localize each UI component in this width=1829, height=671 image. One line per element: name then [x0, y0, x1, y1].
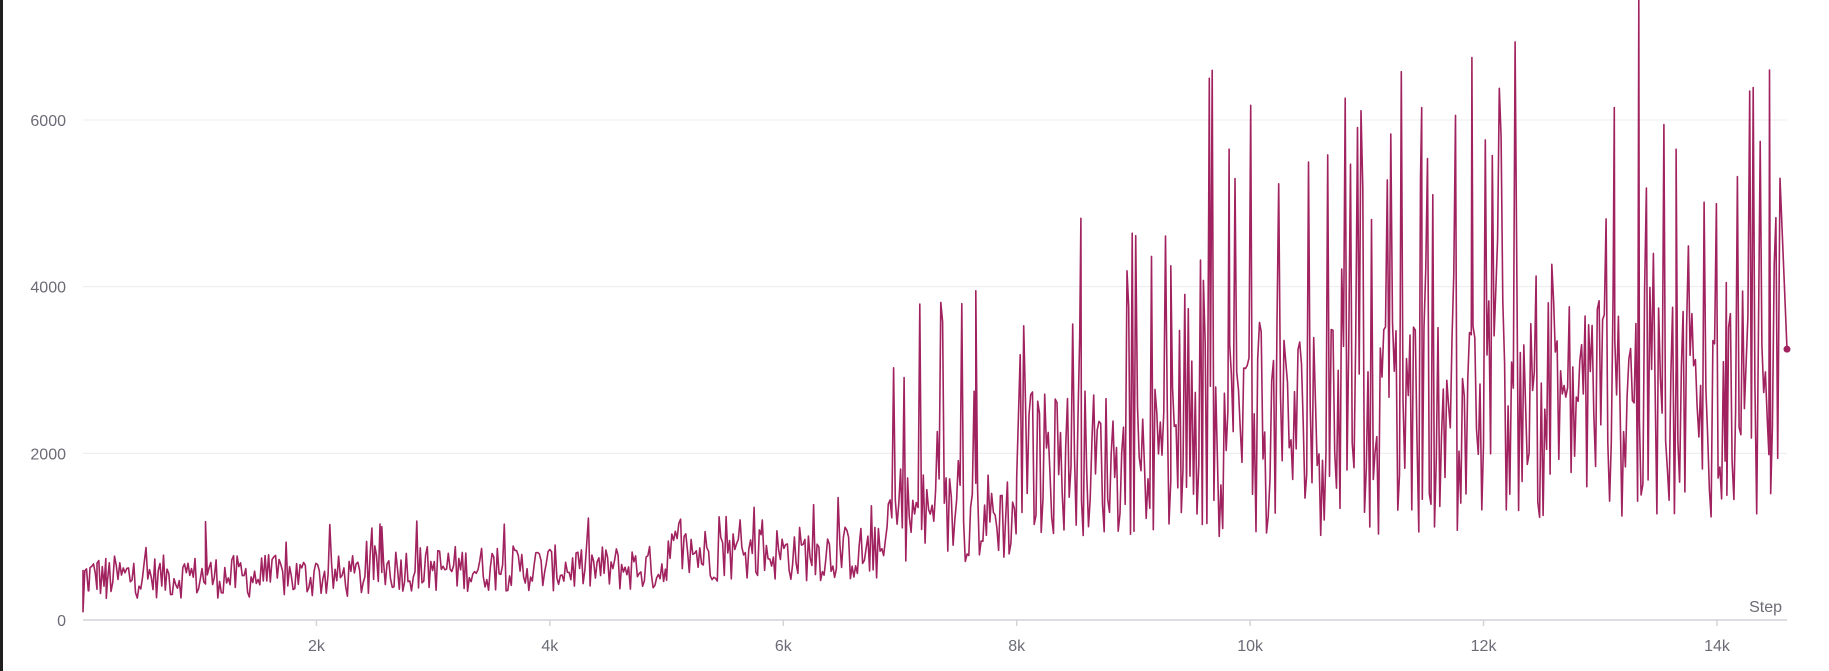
window-edge: [0, 0, 3, 671]
series-line-0: [82, 0, 1788, 613]
x-tick-label: 8k: [1008, 638, 1026, 655]
x-tick-label: 6k: [775, 638, 793, 655]
x-axis-title: Step: [1749, 599, 1782, 616]
x-tick-label: 4k: [541, 638, 559, 655]
y-tick-label: 2000: [30, 446, 66, 463]
y-tick-label: 4000: [30, 280, 66, 297]
axis-ticks: 0 2000 4000 6000 2k 4k 6k 8k 10k 12k 14k: [30, 113, 1730, 655]
y-tick-label: 0: [57, 613, 66, 630]
grid-lines: [83, 119, 1787, 454]
x-tick-label: 2k: [308, 638, 326, 655]
series-layer: [82, 0, 1791, 613]
x-tick-label: 10k: [1237, 638, 1264, 655]
x-tick-label: 14k: [1704, 638, 1731, 655]
y-tick-label: 6000: [30, 113, 66, 130]
last-point-marker: [1783, 345, 1791, 353]
x-tick-label: 12k: [1471, 638, 1498, 655]
